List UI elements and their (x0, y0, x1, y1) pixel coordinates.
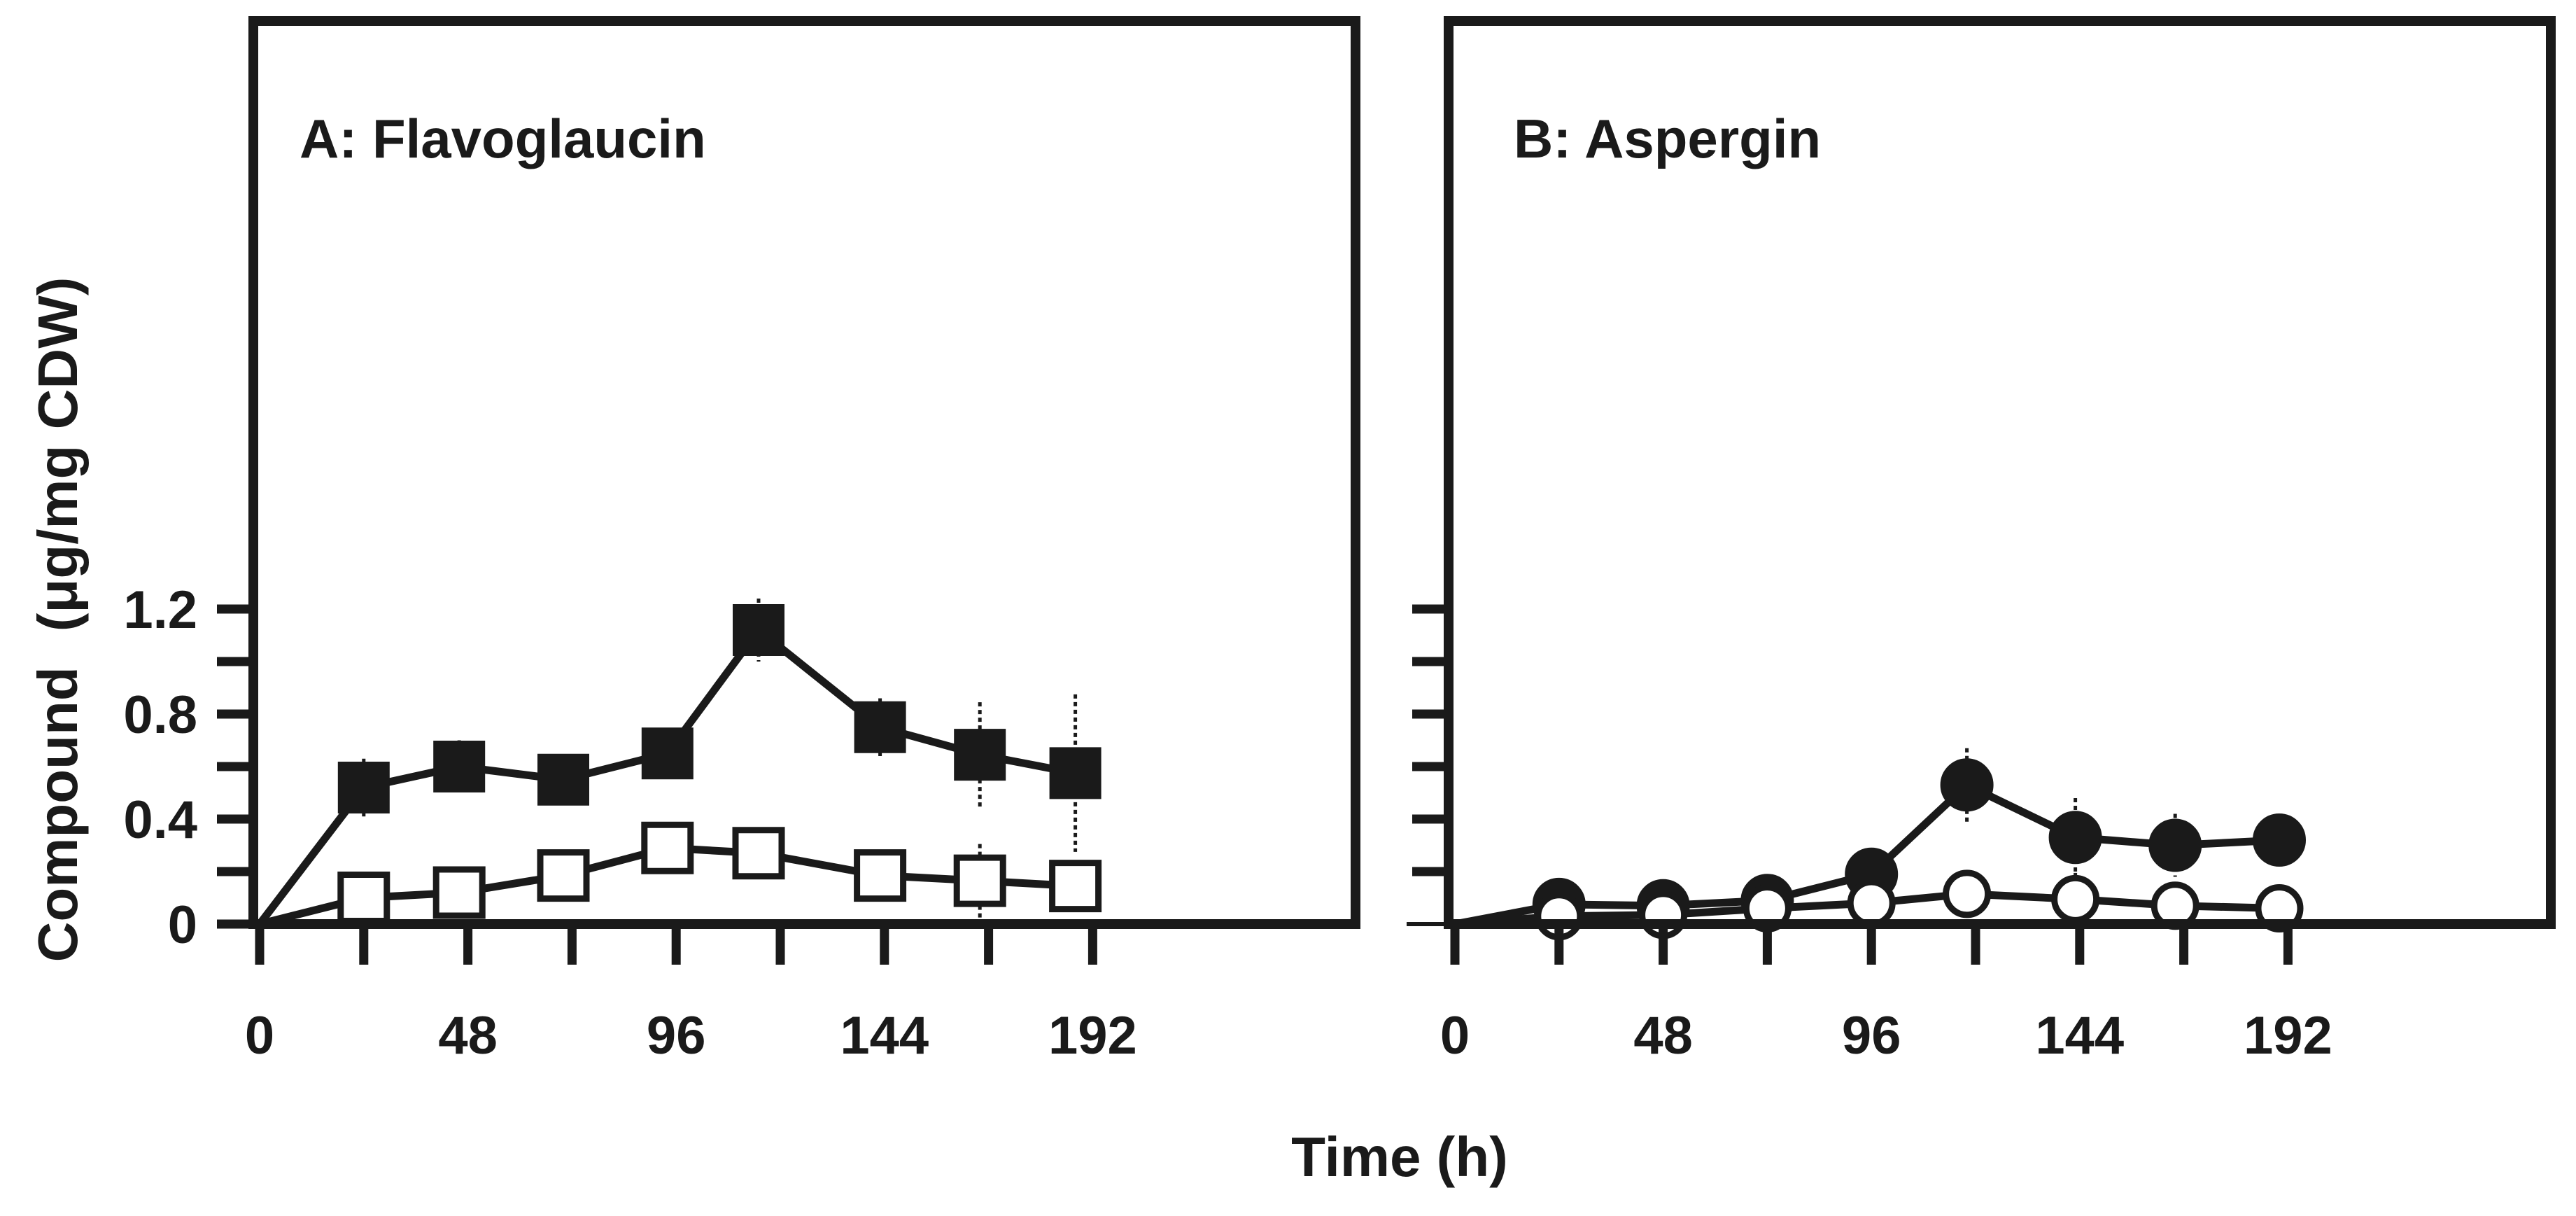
y-axis-title-main: Compound (27, 666, 89, 962)
panel-b-open-circles-point-8 (2255, 884, 2304, 932)
panel-b-open-circles-point-4 (1847, 879, 1896, 928)
panel-a-series-layer (256, 599, 1102, 928)
panel-a-filled-squares-point-6 (854, 701, 906, 753)
panel-a-xtick-label-144: 144 (840, 1006, 929, 1065)
panel-a-filled-squares-point-1 (337, 762, 390, 813)
panel-a-open-squares-point-1 (337, 872, 390, 924)
svg-text:Compound(μg/mg CDW): Compound (μg/mg CDW) (27, 277, 89, 963)
panel-a-ytick-label-1.2: 1.2 (123, 580, 197, 640)
panel-a-title: A: Flavoglaucin (300, 108, 706, 169)
panel-a-flavoglaucin: 0 48 96 144 192 0 0.4 0.8 1.2 A: Flavoglaucin (123, 16, 1360, 1065)
panel-b-xtick-label-96: 96 (1842, 1006, 1901, 1065)
panel-b-ticks: 0 48 96 144 192 (1407, 604, 2332, 1065)
panel-a-open-squares-point-7 (953, 854, 1006, 907)
panel-b-title: B: Aspergin (1514, 108, 1821, 169)
panel-b-xtick-label-0: 0 (1440, 1006, 1470, 1065)
panel-b-filled-circles-point-6 (2048, 811, 2102, 865)
panel-a-filled-squares-point-7 (954, 729, 1006, 781)
y-axis-title-unit: (μg/mg CDW) (27, 277, 89, 632)
x-axis-title: Time (h) (1291, 1126, 1508, 1188)
panel-b-frame (1444, 16, 2556, 929)
panel-a-open-squares-point-5 (732, 827, 785, 880)
panel-a-xtick-label-96: 96 (647, 1006, 706, 1065)
panel-b-filled-circles-point-5 (1940, 758, 1994, 812)
panel-a-xtick-label-0: 0 (245, 1006, 274, 1065)
panel-a-ytick-label-0.4: 0.4 (123, 790, 197, 850)
panel-a-open-squares-point-3 (537, 849, 590, 902)
panel-a-xtick-label-48: 48 (438, 1006, 498, 1065)
panel-a-ticks: 0 48 96 144 192 0 0.4 0.8 1.2 (123, 580, 1136, 1065)
panel-b-xtick-label-144: 144 (2035, 1006, 2124, 1065)
y-axis-title: Compound (μg/mg CDW) (27, 277, 89, 963)
panel-b-filled-circles-point-7 (2148, 818, 2202, 872)
panel-a-filled-squares-point-5 (733, 604, 784, 656)
panel-a-open-squares-point-4 (641, 821, 694, 874)
panel-a-ytick-label-0: 0 (168, 895, 197, 955)
panel-b-xtick-label-192: 192 (2244, 1006, 2332, 1065)
panel-a-open-squares-point-8 (1049, 860, 1102, 913)
panel-a-xtick-label-192: 192 (1048, 1006, 1137, 1065)
panel-a-filled-squares-point-8 (1049, 747, 1102, 799)
panel-b-xtick-label-48: 48 (1633, 1006, 1693, 1065)
panel-b-filled-circles-point-8 (2253, 813, 2306, 867)
panel-a-frame (248, 16, 1360, 929)
panel-b-aspergin: 0 48 96 144 192 B: Aspergin (1407, 16, 2556, 1065)
panel-b-open-circles-point-5 (1943, 869, 1992, 918)
panel-a-filled-squares-point-3 (537, 753, 589, 806)
panel-a-series-open-squares (258, 821, 1102, 928)
panel-a-series-filled-squares (256, 599, 1102, 927)
panel-b-open-circles-point-6 (2051, 874, 2100, 923)
panel-a-filled-squares-point-2 (433, 741, 486, 792)
panel-a-open-squares-point-6 (854, 849, 907, 902)
panel-a-filled-squares-point-4 (641, 727, 694, 780)
panel-a-ytick-label-0.8: 0.8 (123, 685, 197, 745)
panel-a-open-squares-point-2 (432, 866, 486, 919)
